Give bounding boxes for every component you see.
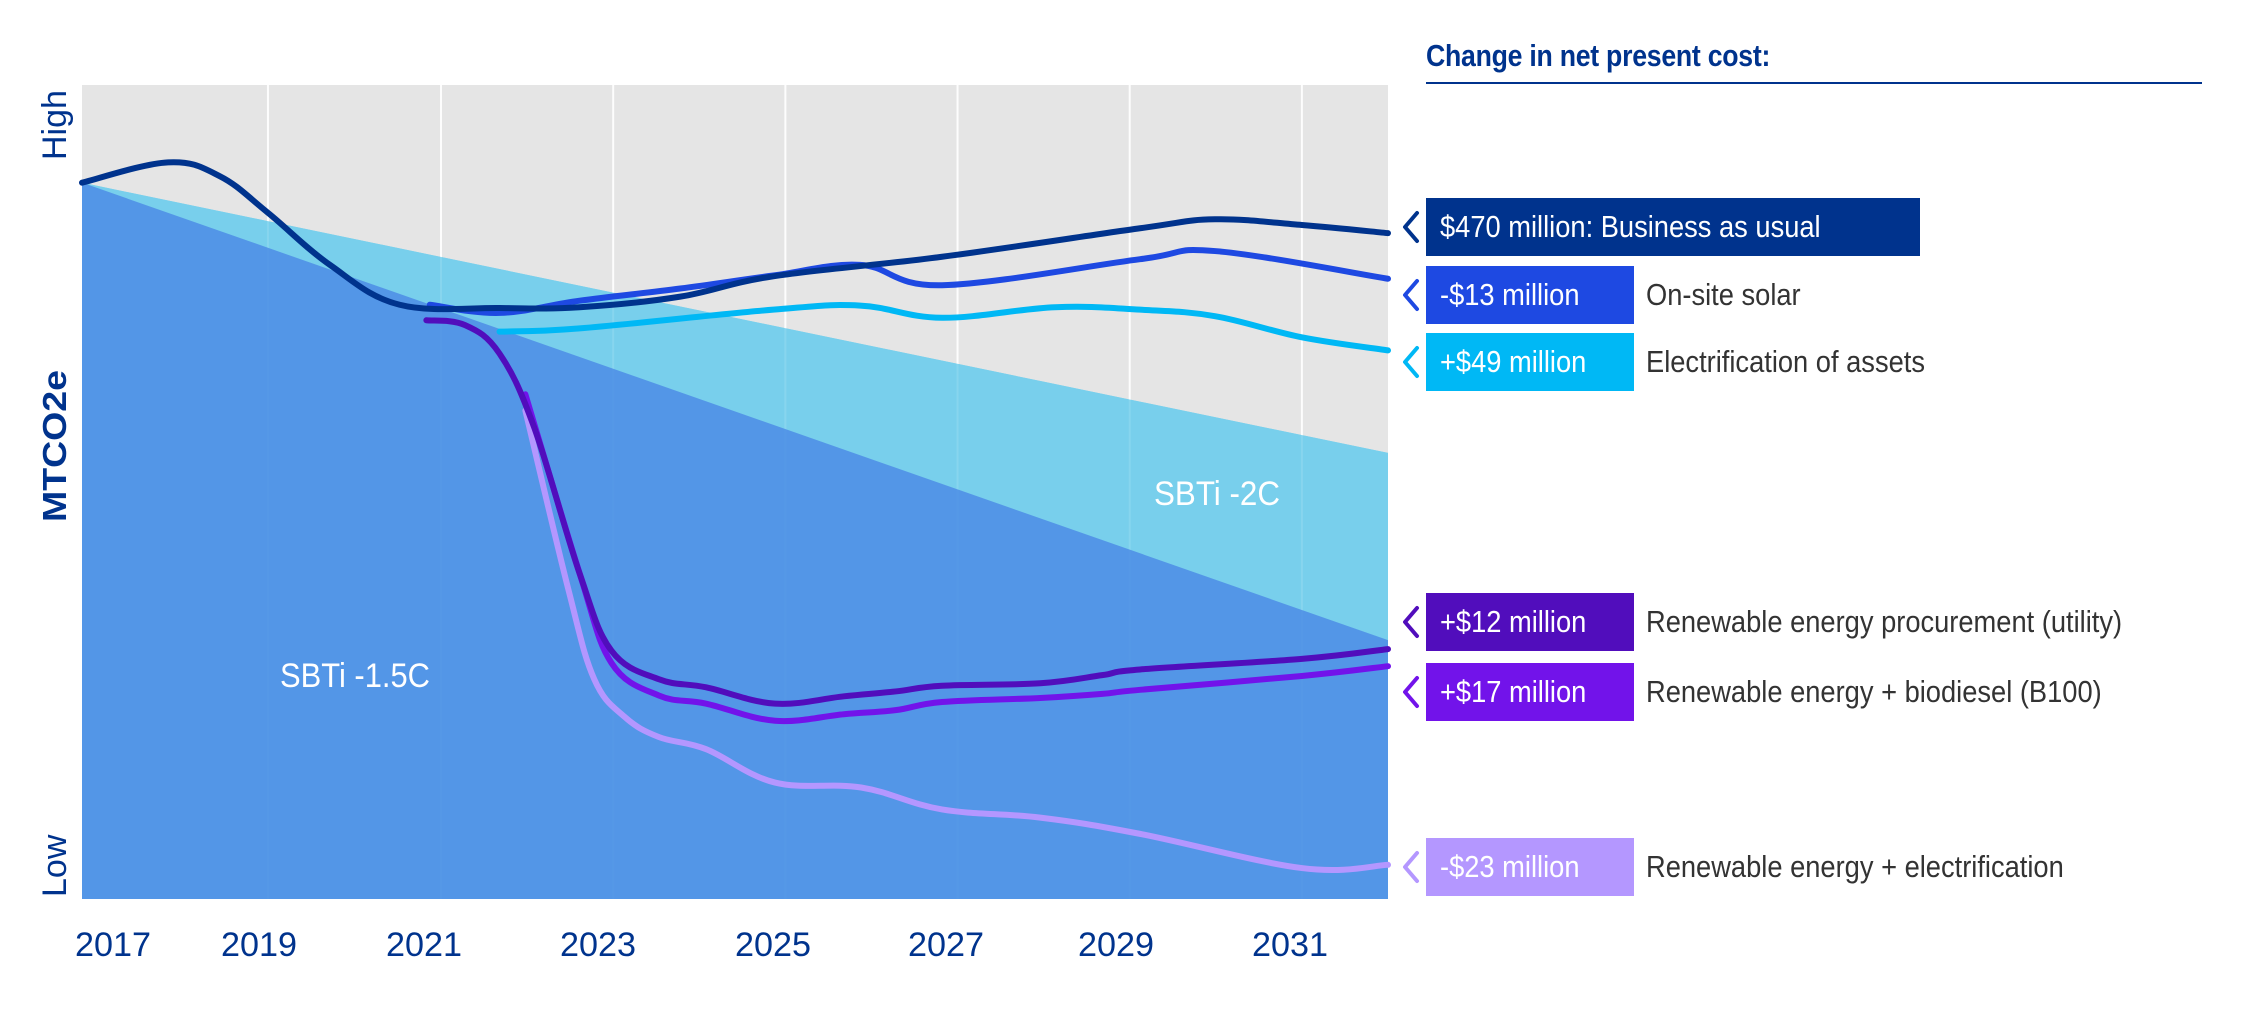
- chevron-left-icon: [1400, 847, 1422, 887]
- area-label-sbti-1-5c: SBTi -1.5C: [280, 657, 430, 695]
- cost-badge: -$23 million: [1426, 838, 1634, 896]
- chevron-left-icon: [1400, 672, 1422, 712]
- scenario-description: Renewable energy + biodiesel (B100): [1646, 674, 2102, 709]
- legend-item-electrification-of-assets[interactable]: +$49 million Electrification of assets: [1400, 333, 1963, 391]
- y-axis-title: MTCO2e: [36, 370, 73, 522]
- cost-badge-text: -$23 million: [1440, 849, 1580, 884]
- chevron-left-icon: [1400, 275, 1422, 315]
- scenario-description: Renewable energy + electrification: [1646, 849, 2064, 884]
- legend-title: Change in net present cost:: [1426, 38, 1771, 73]
- legend-item-on-site-solar[interactable]: -$13 million On-site solar: [1400, 266, 1822, 324]
- legend-item-renewable-electrification[interactable]: -$23 million Renewable energy + electrif…: [1400, 838, 2121, 896]
- x-axis: 2017 2019 2021 2023 2025 2027 2029 2031: [75, 926, 1328, 964]
- area-label-sbti-2c: SBTi -2C: [1154, 475, 1280, 513]
- cost-badge: +$49 million: [1426, 333, 1634, 391]
- chevron-left-icon: [1400, 602, 1422, 642]
- legend-item-renewable-biodiesel[interactable]: +$17 million Renewable energy + biodiese…: [1400, 663, 2164, 721]
- x-tick-label: 2029: [1078, 926, 1154, 964]
- chevron-left-glyph: [1403, 851, 1419, 883]
- x-tick-label: 2019: [221, 926, 297, 964]
- cost-badge-text: -$13 million: [1440, 277, 1580, 312]
- cost-badge-text: +$12 million: [1440, 604, 1587, 639]
- chevron-left-glyph: [1403, 279, 1419, 311]
- series-line-renewable-energy-biodiesel-b100: [522, 391, 1391, 725]
- area-overlay: [82, 182, 1388, 899]
- legend-item-business-as-usual[interactable]: $470 million: Business as usual: [1400, 198, 1920, 256]
- gridlines: [82, 85, 1388, 899]
- scenario-lines: [79, 159, 1391, 873]
- cost-badge: +$17 million: [1426, 663, 1634, 721]
- chevron-left-icon: [1400, 342, 1422, 382]
- cost-badge-text: +$17 million: [1440, 674, 1587, 709]
- scenario-description: Electrification of assets: [1646, 344, 1925, 379]
- scenario-description: On-site solar: [1646, 277, 1801, 312]
- chevron-left-glyph: [1403, 346, 1419, 378]
- legend-item-renewable-utility[interactable]: +$12 million Renewable energy procuremen…: [1400, 593, 2187, 651]
- chevron-left-icon: [1400, 207, 1422, 247]
- cost-badge-text: $470 million: Business as usual: [1440, 209, 1821, 244]
- cost-badge: -$13 million: [1426, 266, 1634, 324]
- series-line-renewable-energy-procurement-utility: [423, 317, 1391, 707]
- chevron-left-glyph: [1403, 211, 1419, 243]
- y-axis: High Low MTCO2e: [36, 90, 74, 897]
- x-tick-label: 2023: [560, 926, 636, 964]
- scenario-description: Renewable energy procurement (utility): [1646, 604, 2123, 639]
- y-axis-low-label: Low: [36, 834, 74, 897]
- x-tick-label: 2017: [75, 926, 151, 964]
- x-tick-label: 2021: [386, 926, 462, 964]
- y-axis-high-label: High: [36, 90, 74, 160]
- series-line-business-as-usual: [79, 159, 1391, 313]
- cost-badge: $470 million: Business as usual: [1426, 198, 1920, 256]
- legend-divider: [1426, 82, 2202, 84]
- x-tick-label: 2031: [1252, 926, 1328, 964]
- x-tick-label: 2025: [735, 926, 811, 964]
- series-line-renewable-energy-electrification: [522, 407, 1391, 873]
- series-line-electrification-of-assets: [496, 302, 1391, 354]
- x-tick-label: 2027: [908, 926, 984, 964]
- area-labels: SBTi -1.5C SBTi -2C: [280, 475, 1280, 695]
- chevron-left-glyph: [1403, 606, 1419, 638]
- chevron-left-glyph: [1403, 676, 1419, 708]
- cost-badge-text: +$49 million: [1440, 344, 1587, 379]
- cost-badge: +$12 million: [1426, 593, 1634, 651]
